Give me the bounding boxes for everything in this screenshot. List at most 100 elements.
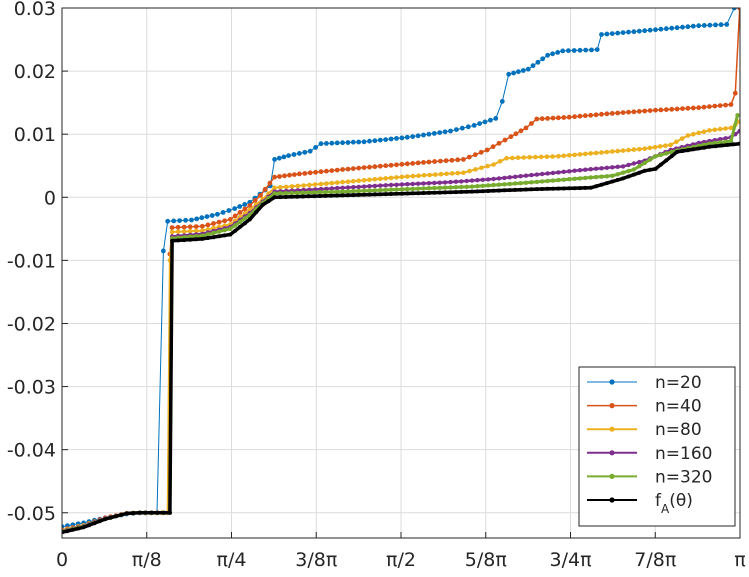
series-point-0 [499, 99, 505, 104]
series-point-2 [588, 151, 593, 156]
series-point-0 [377, 137, 383, 143]
series-point-5 [691, 147, 696, 152]
series-point-2 [334, 180, 340, 185]
series-point-1 [324, 168, 329, 174]
series-point-0 [334, 140, 340, 146]
series-point-0 [685, 24, 691, 30]
series-point-4 [561, 177, 566, 182]
series-point-4 [523, 180, 529, 185]
series-point-0 [647, 27, 653, 33]
series-point-2 [696, 130, 701, 136]
series-point-0 [189, 217, 194, 223]
series-point-5 [513, 187, 518, 192]
series-point-0 [199, 215, 205, 221]
series-point-3 [631, 161, 637, 166]
series-point-1 [461, 157, 466, 162]
series-point-1 [421, 160, 426, 165]
series-point-4 [507, 181, 512, 187]
series-point-5 [475, 189, 480, 194]
series-point-4 [421, 186, 426, 191]
series-point-4 [583, 175, 588, 181]
series-point-4 [464, 184, 469, 189]
series-point-2 [318, 181, 324, 187]
series-point-2 [461, 170, 466, 175]
series-point-4 [593, 174, 599, 180]
series-point-1 [728, 102, 734, 107]
series-point-1 [237, 210, 243, 215]
series-point-2 [685, 133, 691, 138]
legend-marker-0 [609, 379, 615, 385]
series-point-2 [615, 148, 620, 154]
y-tick-label-5: -0.02 [7, 313, 56, 335]
series-point-1 [277, 174, 282, 179]
series-point-4 [459, 184, 464, 190]
series-point-3 [394, 182, 399, 187]
series-point-5 [443, 190, 448, 195]
series-point-4 [610, 173, 615, 178]
series-point-1 [696, 105, 702, 111]
series-point-4 [283, 191, 289, 196]
series-point-5 [103, 517, 108, 522]
series-point-0 [696, 23, 702, 29]
series-point-1 [490, 144, 496, 150]
series-point-2 [372, 177, 378, 182]
series-point-1 [287, 172, 292, 178]
grid [62, 8, 740, 538]
series-point-4 [502, 182, 507, 187]
y-tick-label-6: -0.03 [7, 377, 56, 399]
series-point-4 [577, 176, 583, 181]
y-tick-label-0: 0.03 [14, 0, 56, 20]
series-point-3 [620, 164, 626, 169]
series-point-2 [647, 145, 653, 151]
series-point-3 [507, 175, 512, 180]
x-tick-label-7: 7/8π [634, 549, 676, 571]
series-point-4 [707, 141, 712, 146]
series-point-1 [394, 162, 399, 168]
series-point-4 [653, 154, 658, 159]
series-point-0 [599, 32, 604, 37]
series-point-0 [454, 127, 459, 132]
series-point-5 [372, 192, 377, 197]
series-point-4 [323, 189, 328, 195]
series-point-3 [340, 185, 345, 190]
series-point-0 [540, 56, 546, 62]
series-point-3 [583, 167, 588, 172]
series-point-1 [518, 128, 524, 134]
series-point-1 [455, 157, 461, 163]
series-point-1 [615, 110, 621, 116]
series-group [62, 8, 740, 535]
series-point-2 [301, 183, 306, 188]
series-point-3 [329, 186, 334, 191]
series-point-2 [410, 173, 416, 179]
series-point-4 [334, 189, 340, 194]
series-point-0 [636, 28, 642, 34]
series-point-5 [725, 142, 730, 147]
series-point-2 [421, 173, 427, 178]
series-point-2 [283, 184, 289, 190]
series-point-4 [306, 190, 311, 195]
series-point-5 [658, 162, 663, 167]
series-point-2 [717, 126, 723, 132]
series-point-1 [222, 218, 228, 224]
series-point-2 [604, 149, 610, 155]
series-point-4 [432, 185, 437, 191]
series-point-1 [620, 110, 626, 115]
series-point-5 [680, 149, 685, 153]
series-point-4 [442, 185, 448, 190]
series-point-5 [242, 221, 247, 226]
series-point-5 [480, 189, 485, 194]
series-point-0 [183, 217, 189, 223]
series-point-0 [555, 50, 561, 55]
series-point-2 [388, 175, 394, 181]
series-point-0 [276, 155, 282, 161]
series-point-2 [527, 155, 532, 160]
series-point-3 [464, 178, 469, 184]
series-point-1 [717, 103, 723, 108]
series-point-0 [642, 28, 648, 34]
series-point-4 [351, 189, 356, 194]
series-point-1 [432, 159, 437, 164]
series-point-1 [707, 104, 712, 109]
series-point-5 [170, 238, 175, 243]
series-point-2 [691, 131, 696, 137]
